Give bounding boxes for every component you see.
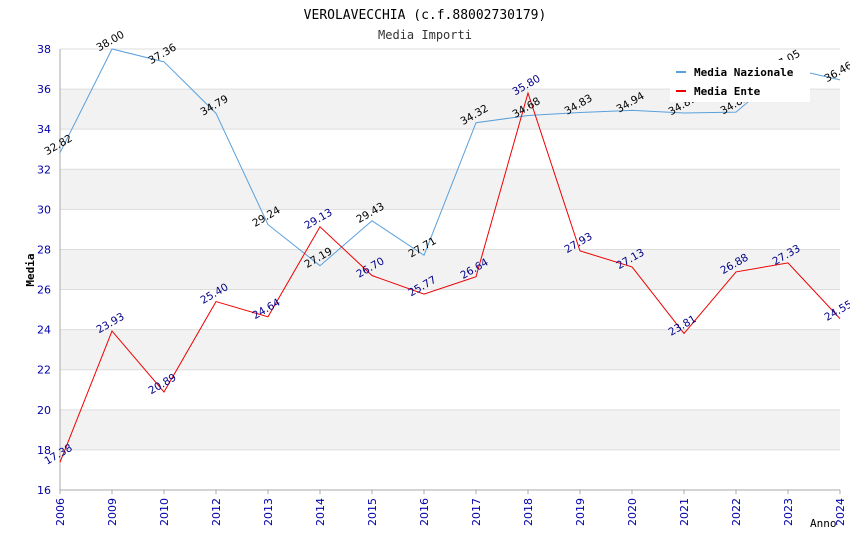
data-label-nazionale: 32.82 [42, 133, 74, 158]
series-line-media-ente [59, 91, 841, 463]
chart-subtitle: Media Importi [378, 28, 472, 42]
x-axis-ticks: 2006 2009 2010 2012 2013 2014 2015 2016 2017 2018… [54, 490, 847, 526]
data-label-nazionale: 38.00 [94, 29, 126, 54]
y-tick-label: 34 [37, 123, 51, 136]
data-label-ente: 24.64 [250, 296, 282, 322]
series-line-media-nazionale [59, 48, 841, 267]
data-label-ente: 20.89 [146, 372, 178, 397]
axes [59, 49, 840, 491]
y-tick-label: 16 [37, 484, 51, 497]
data-label-nazionale: 36.46 [822, 59, 850, 85]
x-tick-label: 2014 [314, 498, 327, 526]
y-tick-label: 18 [37, 444, 51, 457]
y-tick-label: 28 [37, 243, 51, 256]
x-tick-label: 2024 [834, 498, 847, 526]
y-tick-label: 30 [37, 203, 51, 216]
legend: Media Nazionale Media Ente [670, 60, 810, 102]
y-tick-label: 36 [37, 83, 51, 96]
y-tick-label: 26 [37, 284, 51, 297]
y-tick-label: 38 [37, 43, 51, 56]
gridlines [60, 48, 840, 491]
x-tick-label: 2017 [470, 498, 483, 526]
band [60, 409, 840, 450]
x-tick-label: 2020 [626, 498, 639, 526]
y-tick-label: 22 [37, 364, 51, 377]
x-tick-label: 2013 [262, 498, 275, 526]
x-tick-label: 2006 [54, 498, 67, 526]
band [60, 329, 840, 370]
y-tick-label: 32 [37, 163, 51, 176]
data-label-nazionale: 37.36 [146, 41, 178, 67]
x-tick-label: 2021 [678, 498, 691, 526]
legend-box [670, 60, 810, 102]
y-axis-label: Media [24, 253, 37, 286]
y-tick-label: 24 [37, 324, 51, 337]
x-tick-label: 2012 [210, 498, 223, 526]
x-tick-label: 2009 [106, 498, 119, 526]
x-tick-label: 2022 [730, 498, 743, 526]
x-tick-label: 2023 [782, 498, 795, 526]
legend-label: Media Ente [694, 85, 761, 98]
x-axis-label: Anno [810, 517, 837, 530]
band [60, 249, 840, 290]
y-tick-label: 20 [37, 404, 51, 417]
chart-title: VEROLAVECCHIA (c.f.88002730179) [304, 8, 547, 23]
x-tick-label: 2019 [574, 498, 587, 526]
x-tick-label: 2015 [366, 498, 379, 526]
y-axis-ticks: 16 18 20 22 24 26 28 30 32 34 36 38 [37, 43, 51, 497]
x-tick-label: 2018 [522, 498, 535, 526]
data-label-ente: 24.55 [822, 298, 850, 323]
legend-label: Media Nazionale [694, 66, 794, 79]
data-label-ente: 29.13 [302, 206, 334, 231]
series-lines [59, 48, 841, 463]
background-bands [60, 89, 840, 450]
x-tick-label: 2010 [158, 498, 171, 526]
x-tick-label: 2016 [418, 498, 431, 526]
